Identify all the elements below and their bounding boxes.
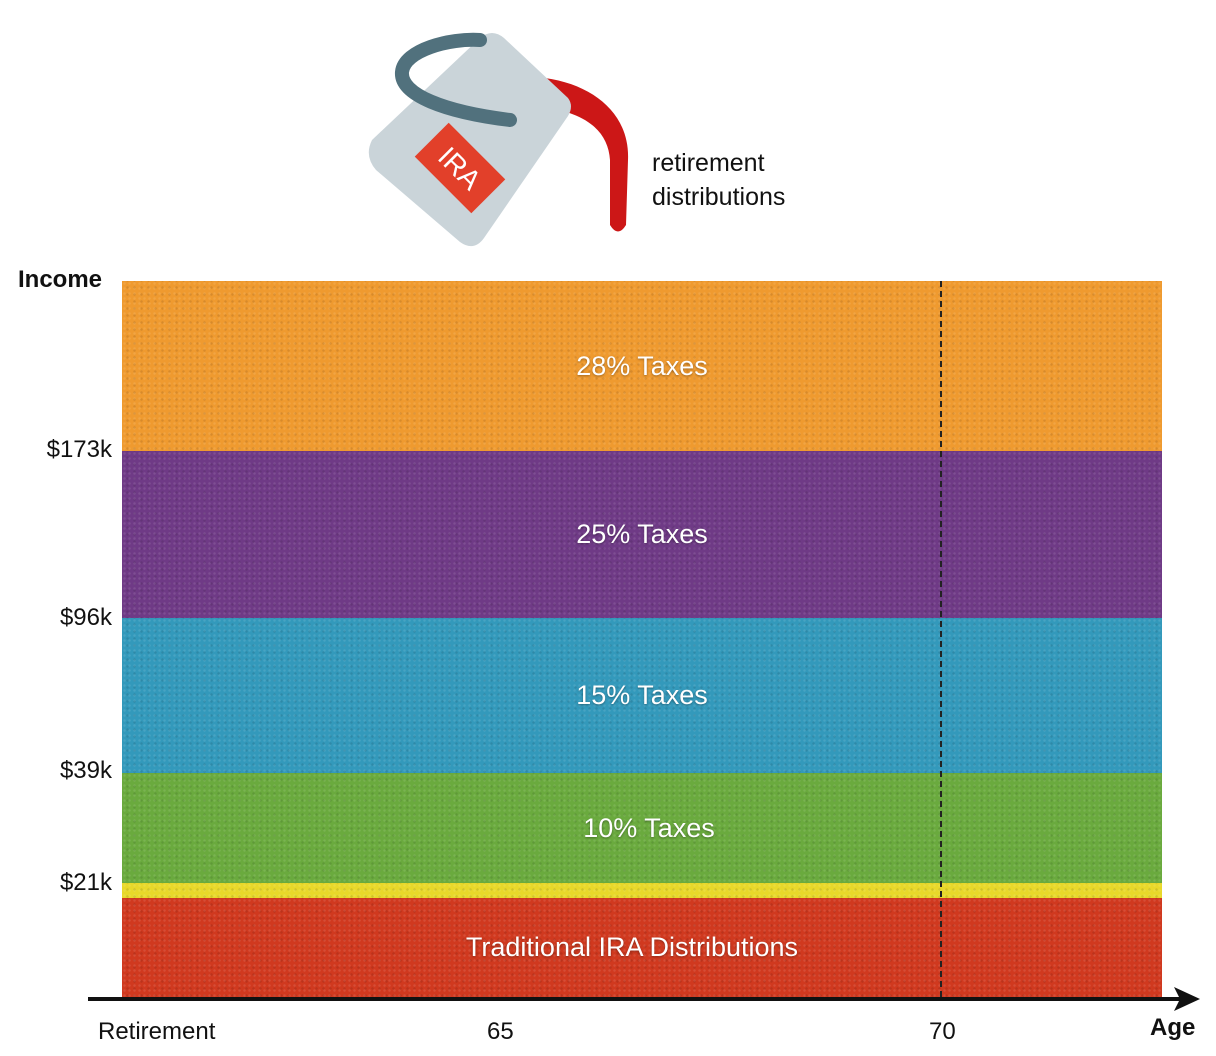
band-zero-percent <box>122 883 1162 898</box>
y-tick-21k: $21k <box>59 869 112 896</box>
logo-caption-line2: distributions <box>652 183 786 211</box>
distribution-stream <box>538 78 629 232</box>
band-25-label: 25% Taxes <box>576 519 708 549</box>
ira-bucket-logo: IRA <box>368 32 629 247</box>
band-10-percent: 10% Taxes <box>122 773 1162 883</box>
band-28-label: 28% Taxes <box>576 350 708 381</box>
x-tick-70: 70 <box>929 1018 956 1045</box>
logo-caption-line1: retirement <box>652 149 765 177</box>
band-15-label: 15% Taxes <box>576 680 708 710</box>
band-ira-distributions: Traditional IRA Distributions <box>122 898 1162 997</box>
x-tick-retirement: Retirement <box>98 1018 216 1045</box>
band-15-percent: 15% Taxes <box>122 618 1162 773</box>
band-28-percent: 28% Taxes <box>122 281 1162 451</box>
ira-tag <box>414 122 506 214</box>
logo-caption: retirement distributions <box>652 146 785 214</box>
x-axis-arrow <box>88 987 1200 1011</box>
y-tick-96k: $96k <box>59 604 112 631</box>
y-tick-173k: $173k <box>46 436 112 463</box>
age-70-dashed-line <box>940 281 942 997</box>
x-tick-65: 65 <box>487 1018 514 1045</box>
band-25-percent: 25% Taxes <box>122 451 1162 618</box>
bucket-handle <box>395 32 517 127</box>
y-axis-title: Income <box>18 266 103 293</box>
bucket-body <box>368 33 571 247</box>
band-ira-label: Traditional IRA Distributions <box>465 932 799 962</box>
y-tick-39k: $39k <box>59 757 112 784</box>
x-axis-title: Age <box>1150 1014 1196 1041</box>
band-10-label: 10% Taxes <box>583 812 715 843</box>
